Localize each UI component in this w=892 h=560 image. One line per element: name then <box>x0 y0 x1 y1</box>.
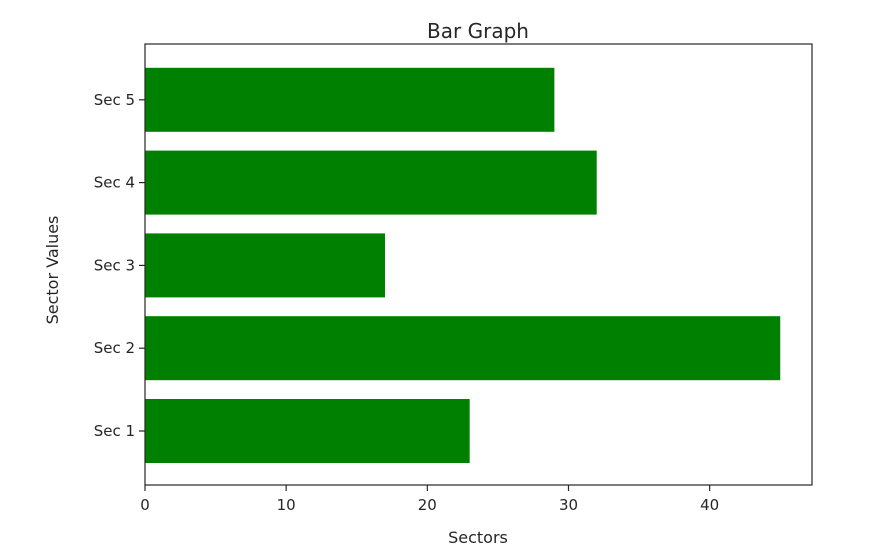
y-axis-label: Sector Values <box>43 216 62 325</box>
x-tick-label: 20 <box>418 496 437 514</box>
x-tick-label: 0 <box>140 496 150 514</box>
y-tick-label: Sec 5 <box>94 91 135 109</box>
x-tick-label: 10 <box>277 496 296 514</box>
bar-sec-4 <box>145 150 597 215</box>
bar-sec-3 <box>145 233 385 298</box>
plot-frame <box>144 43 813 486</box>
x-axis-label: Sectors <box>448 528 508 547</box>
y-tick-label: Sec 3 <box>94 256 135 274</box>
bars-layer <box>145 67 781 463</box>
y-tick-label: Sec 2 <box>94 339 135 357</box>
bar-sec-1 <box>145 399 470 463</box>
y-axis-ticks: Sec 1 Sec 2 Sec 3 Sec 4 Sec 5 <box>94 91 145 440</box>
x-axis-ticks: 0 10 20 30 40 <box>140 485 719 514</box>
bar-sec-5 <box>145 67 555 132</box>
x-tick-label: 40 <box>700 496 719 514</box>
y-tick-label: Sec 1 <box>94 422 135 440</box>
x-tick-label: 30 <box>559 496 578 514</box>
bar-sec-2 <box>145 316 781 381</box>
chart-title: Bar Graph <box>427 19 529 43</box>
y-tick-label: Sec 4 <box>94 174 135 192</box>
